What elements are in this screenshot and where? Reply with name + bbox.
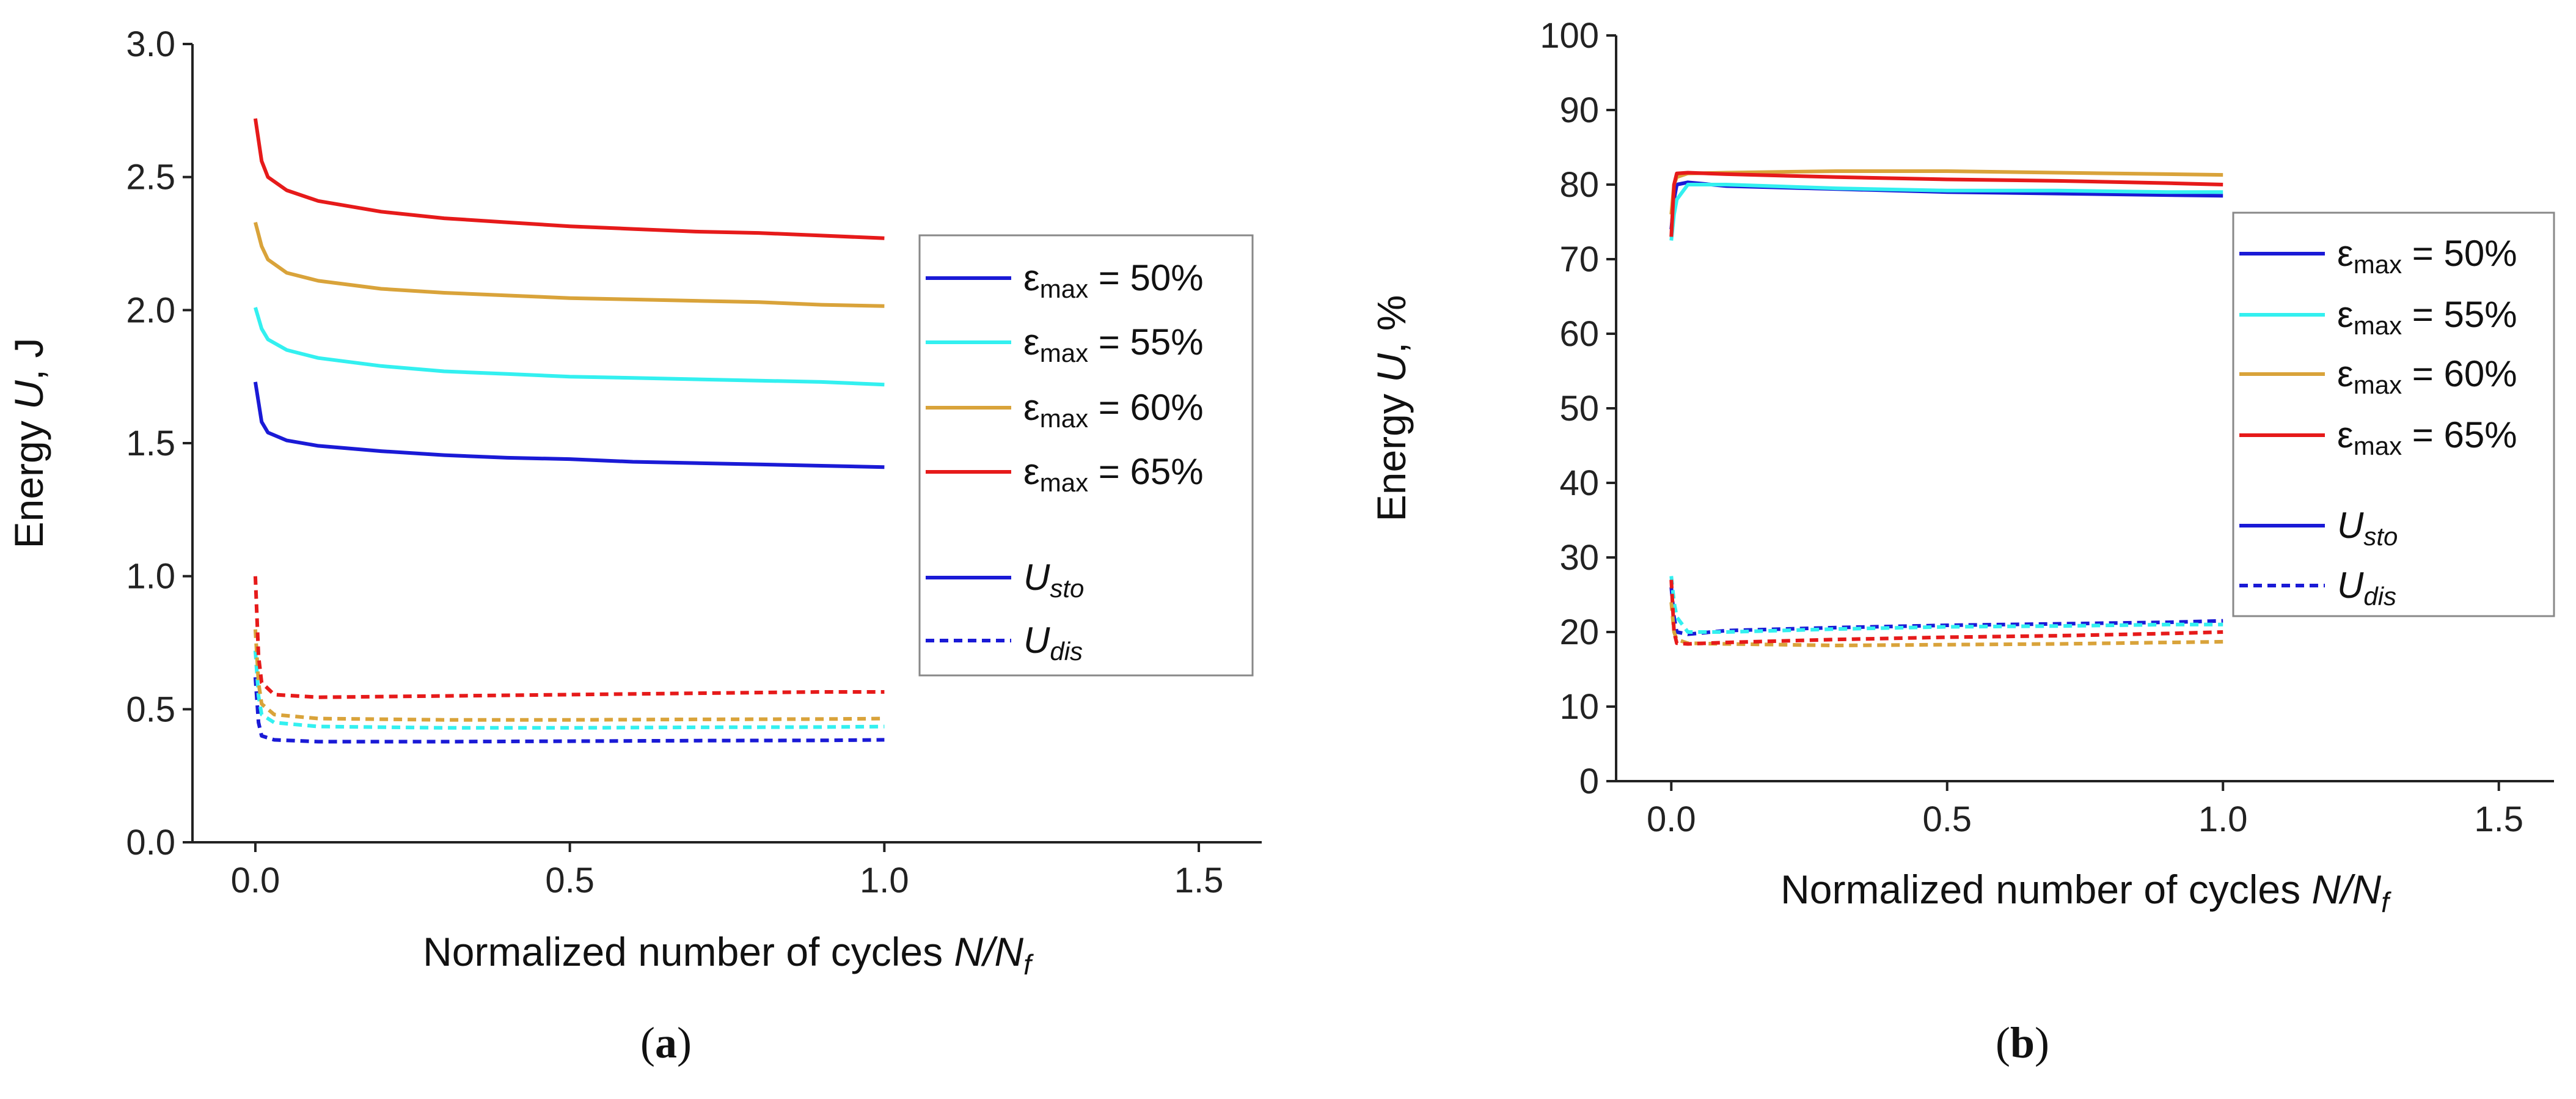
y-tick-label: 40	[1559, 463, 1599, 503]
y-tick-label: 80	[1559, 165, 1599, 205]
legend-box	[2232, 211, 2555, 617]
series-line	[1669, 601, 2223, 647]
legend-entry-label: εmax = 60%	[2337, 353, 2517, 399]
series-line	[253, 629, 885, 722]
series-line	[254, 307, 885, 387]
legend-entry-label: εmax = 55%	[1023, 322, 1204, 367]
x-tick-label: 1.0	[2198, 799, 2248, 839]
series-line	[1669, 183, 2223, 241]
panel-label: (b)	[1996, 1018, 2049, 1067]
series-line	[253, 677, 885, 744]
legend: εmax = 50% εmax = 55% εmax = 60% εmax = 65%…	[2232, 211, 2555, 617]
y-axis-label: Energy U, J	[6, 338, 51, 549]
series-line	[253, 381, 885, 469]
series-line	[1669, 587, 2223, 636]
y-tick-label: 0.0	[126, 823, 175, 862]
panel-label: (a)	[640, 1018, 692, 1067]
legend-entry-label: εmax = 50%	[1023, 257, 1204, 303]
chart-panel-a: 0.0 0.5 1.0 1.5 2.0 2.5 3.0 0.0 0.5 1.0 1.5 Normali…	[6, 24, 1262, 1067]
y-tick-label: 70	[1559, 240, 1599, 279]
y-tick-label: 2.0	[126, 290, 175, 330]
legend-entry-label: Udis	[2337, 565, 2396, 611]
legend-entry-label: Usto	[1023, 557, 1084, 603]
series-line	[1669, 579, 2223, 646]
y-tick-label: 100	[1540, 16, 1599, 56]
y-tick-label: 90	[1559, 90, 1599, 130]
x-axis-label: Normalized number of cycles N/Nf	[1780, 867, 2391, 918]
y-tick-label: 0.5	[126, 689, 175, 729]
y-tick-label: 2.5	[126, 158, 175, 197]
y-tick-label: 1.0	[126, 557, 175, 597]
x-tick-label: 0.5	[545, 861, 595, 900]
series-line	[253, 118, 885, 240]
y-tick-label: 10	[1559, 687, 1599, 727]
y-tick-label: 50	[1559, 389, 1599, 428]
legend-entry-label: εmax = 55%	[2337, 294, 2517, 340]
x-tick-label: 1.5	[1174, 861, 1224, 900]
series-line	[253, 576, 885, 699]
x-tick-label: 0.0	[1647, 799, 1696, 839]
x-tick-label: 0.5	[1922, 799, 1972, 839]
y-tick-label: 0	[1579, 762, 1599, 801]
legend-entry-label: εmax = 65%	[1023, 451, 1204, 497]
legend-entry-label: εmax = 65%	[2337, 414, 2517, 460]
legend-entry-label: Usto	[2337, 505, 2398, 551]
x-tick-label: 1.0	[860, 861, 909, 900]
x-tick-label: 1.5	[2474, 799, 2523, 839]
legend-entry-label: εmax = 50%	[2337, 233, 2517, 279]
series-line	[1669, 171, 2223, 237]
legend-entry-label: εmax = 60%	[1023, 387, 1204, 433]
series-line	[253, 221, 885, 308]
y-tick-label: 3.0	[126, 24, 175, 64]
legend: εmax = 50% εmax = 55% εmax = 60% εmax = 65%…	[918, 234, 1254, 677]
legend-box	[918, 234, 1254, 677]
series-line	[1669, 576, 2223, 634]
y-tick-label: 1.5	[126, 424, 175, 463]
y-tick-label: 60	[1559, 314, 1599, 354]
x-axis-label: Normalized number of cycles N/Nf	[423, 929, 1034, 980]
y-tick-label: 20	[1559, 612, 1599, 652]
chart-panel-b: 0 10 20 30 40 50 60 70 80 90 100 0.0 0.5 1.0 1.5 Normal…	[1369, 16, 2555, 1067]
y-axis-label: Energy U, %	[1369, 295, 1414, 522]
series-line	[253, 650, 885, 730]
legend-entry-label: Udis	[1023, 620, 1083, 666]
y-tick-label: 30	[1559, 538, 1599, 578]
x-tick-label: 0.0	[231, 861, 280, 900]
